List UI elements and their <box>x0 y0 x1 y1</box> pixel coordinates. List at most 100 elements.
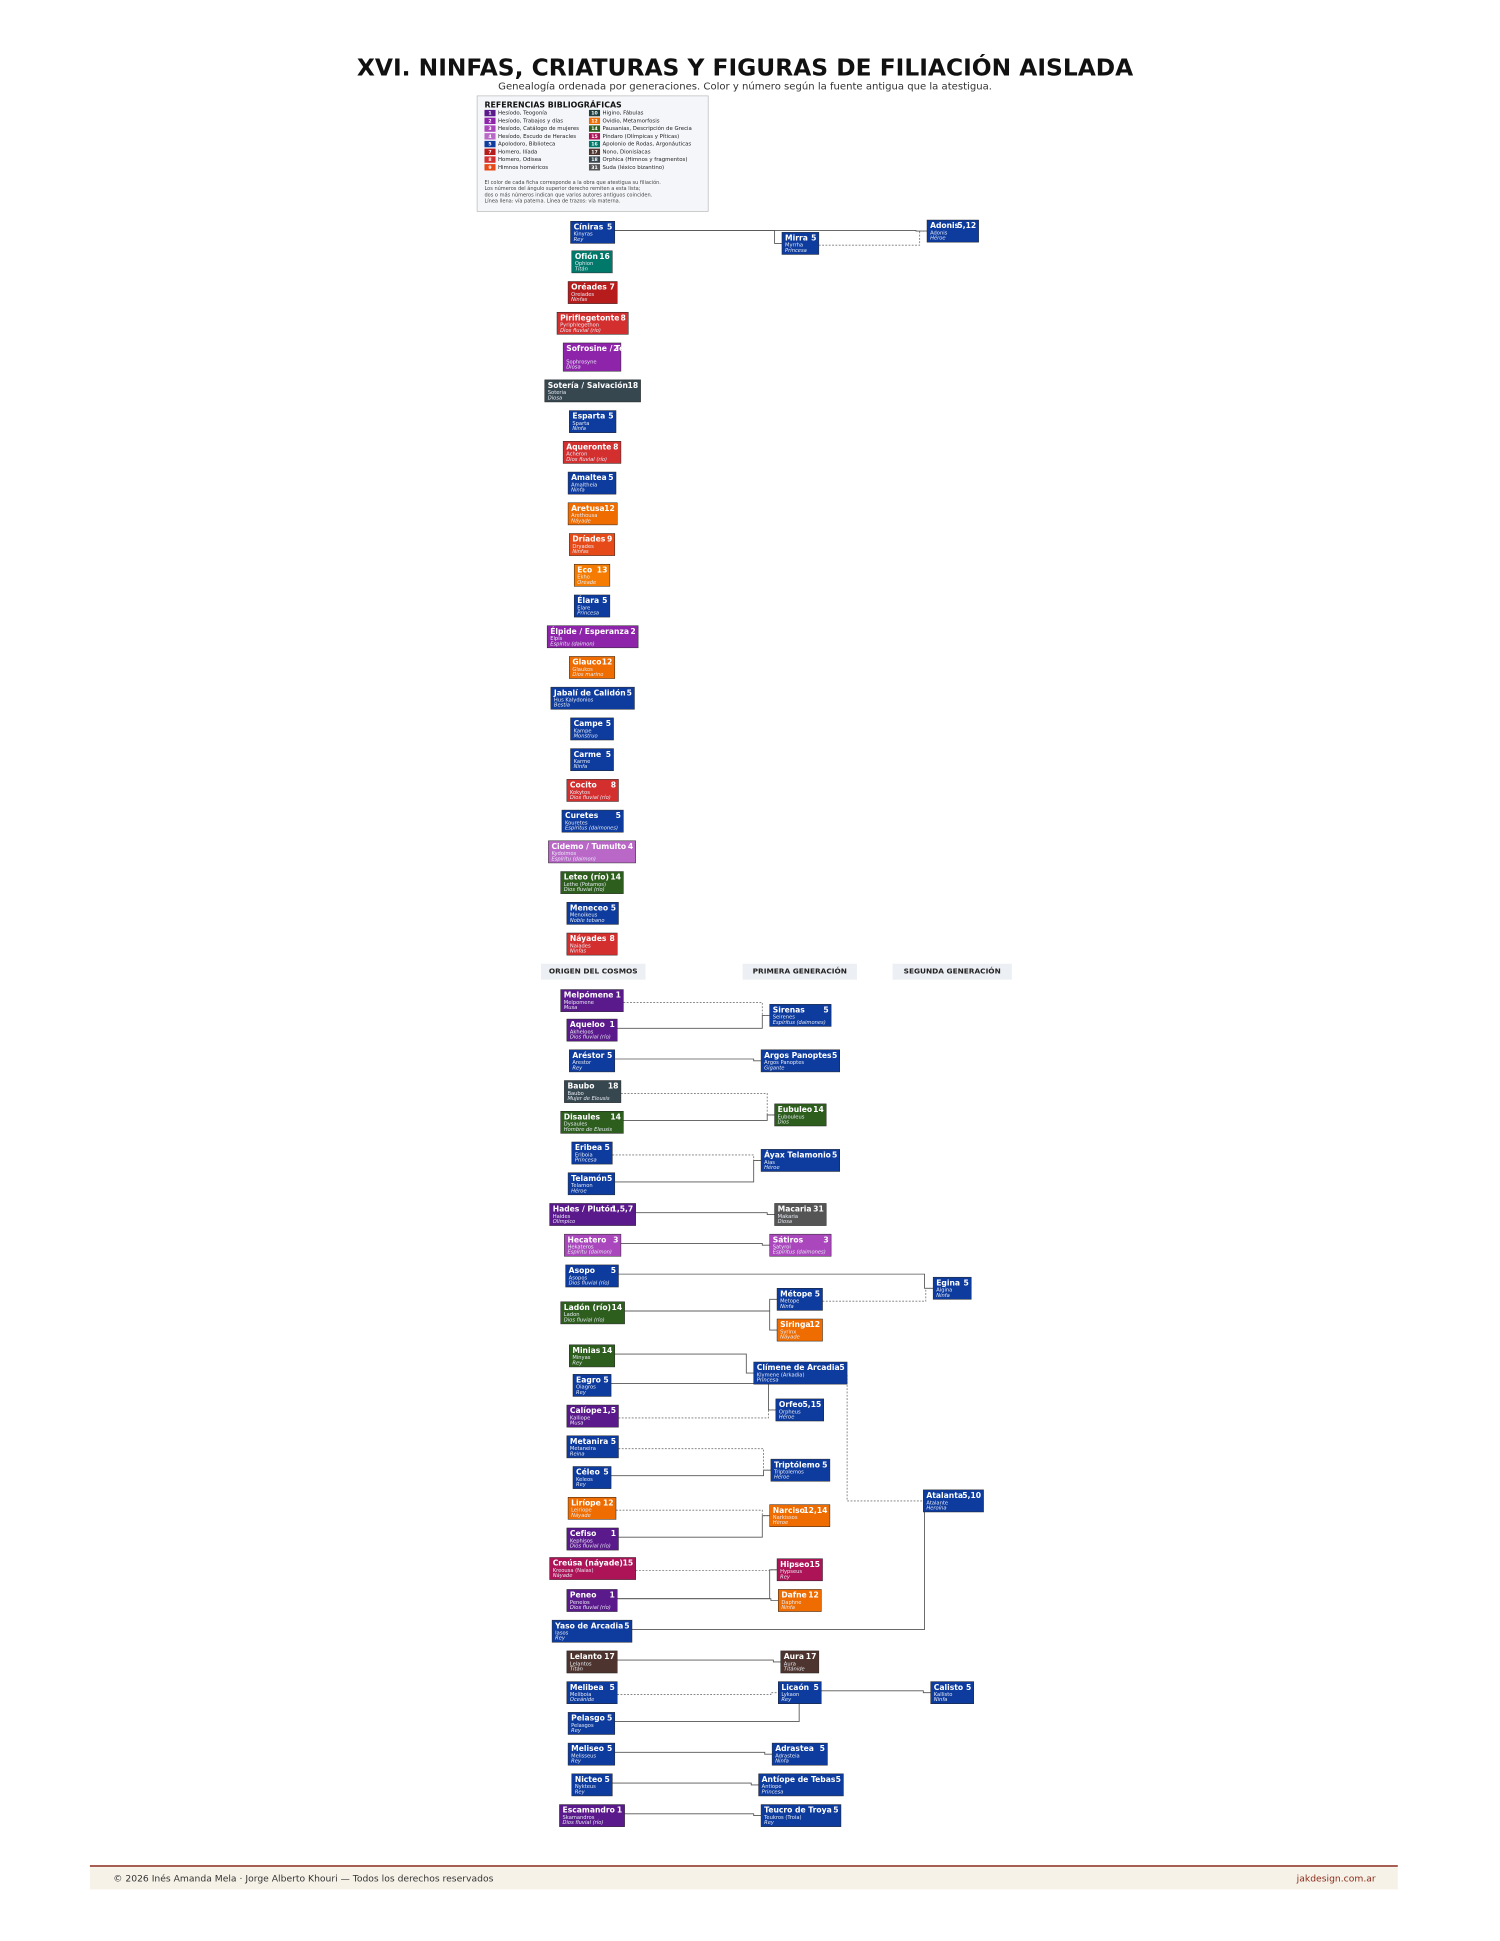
card-bg <box>569 1344 616 1368</box>
card-source: 5 <box>602 596 607 605</box>
reference-label: Píndaro (Olímpicas y Píticas) <box>602 133 679 140</box>
card-latin: Iasos <box>555 1631 569 1637</box>
card-name: Ofión <box>575 252 598 261</box>
card-name: Dafne <box>781 1591 806 1600</box>
reference-label: Higino, Fábulas <box>602 110 643 117</box>
card-bg <box>560 871 624 894</box>
reference-number: 5 <box>488 142 491 148</box>
card-bg <box>776 1558 823 1582</box>
card-name: Licaón <box>781 1683 809 1692</box>
card-bg <box>569 656 616 679</box>
card-source: 8 <box>611 780 616 789</box>
reference-number: 7 <box>488 149 491 155</box>
card-name: Adrastea <box>775 1744 814 1753</box>
card-source: 5 <box>616 811 621 820</box>
card-latin: Menoikeus <box>570 913 598 919</box>
reference-note: Línea llena: vía paterna. Línea de trazo… <box>484 197 620 204</box>
card-bg <box>544 379 641 403</box>
card-latin: Baubo <box>567 1091 583 1097</box>
card-latin: Metope <box>780 1299 799 1305</box>
card-name: Macaria <box>778 1205 812 1214</box>
card-role: Rey <box>576 1390 587 1396</box>
person-card: Creúsa (náyade) 15 Kreousa (Naias)Náyade <box>549 1557 636 1580</box>
card-bg <box>753 1361 848 1385</box>
card-source: 1,5 <box>603 1406 616 1415</box>
card-latin: Lykaon <box>781 1692 799 1698</box>
reference-label: Hesíodo, Escudo de Heracles <box>498 133 576 140</box>
card-role: Náyade <box>571 517 591 524</box>
card-source: 5 <box>607 1174 612 1183</box>
card-bg <box>930 1681 974 1704</box>
card-bg <box>566 902 619 925</box>
card-name: Curetes <box>565 811 599 820</box>
maternal-line <box>616 1509 770 1517</box>
maternal-line <box>617 1692 779 1695</box>
card-role: Titán <box>575 265 588 272</box>
card-bg <box>926 219 979 243</box>
card-latin: Nykteus <box>575 1784 596 1790</box>
card-bg <box>546 625 639 649</box>
title: XVI. NINFAS, CRIATURAS Y FIGURAS DE FILI… <box>357 53 1133 81</box>
reference-label: Homero, Odisea <box>498 157 541 163</box>
card-role: Heroína <box>926 1504 946 1511</box>
card-name: Hipseo <box>780 1560 809 1569</box>
card-bg <box>569 410 617 433</box>
card-bg <box>567 502 618 526</box>
card-name: Creúsa (náyade) <box>553 1559 623 1568</box>
card-role: Monstruo <box>574 733 598 739</box>
card-source: 5 <box>607 1051 612 1060</box>
card-latin: Akheloos <box>570 1029 594 1035</box>
paternal-line <box>617 1569 778 1600</box>
card-name: Asopo <box>569 1266 595 1275</box>
paternal-line <box>635 1212 775 1215</box>
reference-number: 18 <box>591 157 597 163</box>
card-name: Céleo <box>576 1468 600 1477</box>
card-source: 5 <box>823 1005 828 1014</box>
card-name: Eco <box>577 565 592 574</box>
card-name: Antíope de Tebas <box>762 1775 836 1784</box>
card-latin: Sophrosyne <box>566 360 596 366</box>
card-role: Héroe <box>571 1187 587 1194</box>
card-bg <box>760 1804 842 1827</box>
card-bg <box>778 1681 822 1704</box>
card-role: Rey <box>572 1065 583 1071</box>
card-latin: Pyriphlegethon <box>560 323 599 329</box>
card-name: Amaltea <box>571 473 607 482</box>
card-name: Dríades <box>572 535 605 544</box>
card-source: 5 <box>611 903 616 912</box>
reference-number: 4 <box>488 134 492 140</box>
card-name: Peneo <box>570 1591 597 1600</box>
card-bg <box>571 1773 613 1797</box>
card-source: 4 <box>628 842 633 851</box>
card-role: Rey <box>576 1482 587 1488</box>
card-bg <box>570 221 616 244</box>
card-name: Sirenas <box>773 1005 806 1014</box>
card-latin: Telamon <box>570 1183 592 1189</box>
card-source: 31 <box>813 1205 824 1214</box>
card-source: 17 <box>604 1652 615 1661</box>
card-source: 1,5,7 <box>612 1205 634 1214</box>
card-name: Eubuleo <box>778 1105 812 1114</box>
card-source: 12 <box>809 1320 820 1329</box>
paternal-line <box>617 1014 770 1029</box>
card-source: 5,15 <box>803 1400 822 1409</box>
card-role: Musa <box>570 1421 584 1427</box>
reference-swatch <box>484 164 496 171</box>
card-latin: Lethe (Potamos) <box>564 882 606 888</box>
card-source: 5,12 <box>957 221 976 230</box>
card-bg <box>566 779 619 802</box>
card-name: Nicteo <box>575 1775 603 1784</box>
card-bg <box>780 1650 820 1674</box>
card-role: Espíritu (daimon) <box>550 640 594 647</box>
card-source: 13 <box>597 565 608 574</box>
card-source: 16 <box>599 252 610 261</box>
card-source: 5 <box>627 688 632 697</box>
card-role: Rey <box>764 1820 775 1826</box>
